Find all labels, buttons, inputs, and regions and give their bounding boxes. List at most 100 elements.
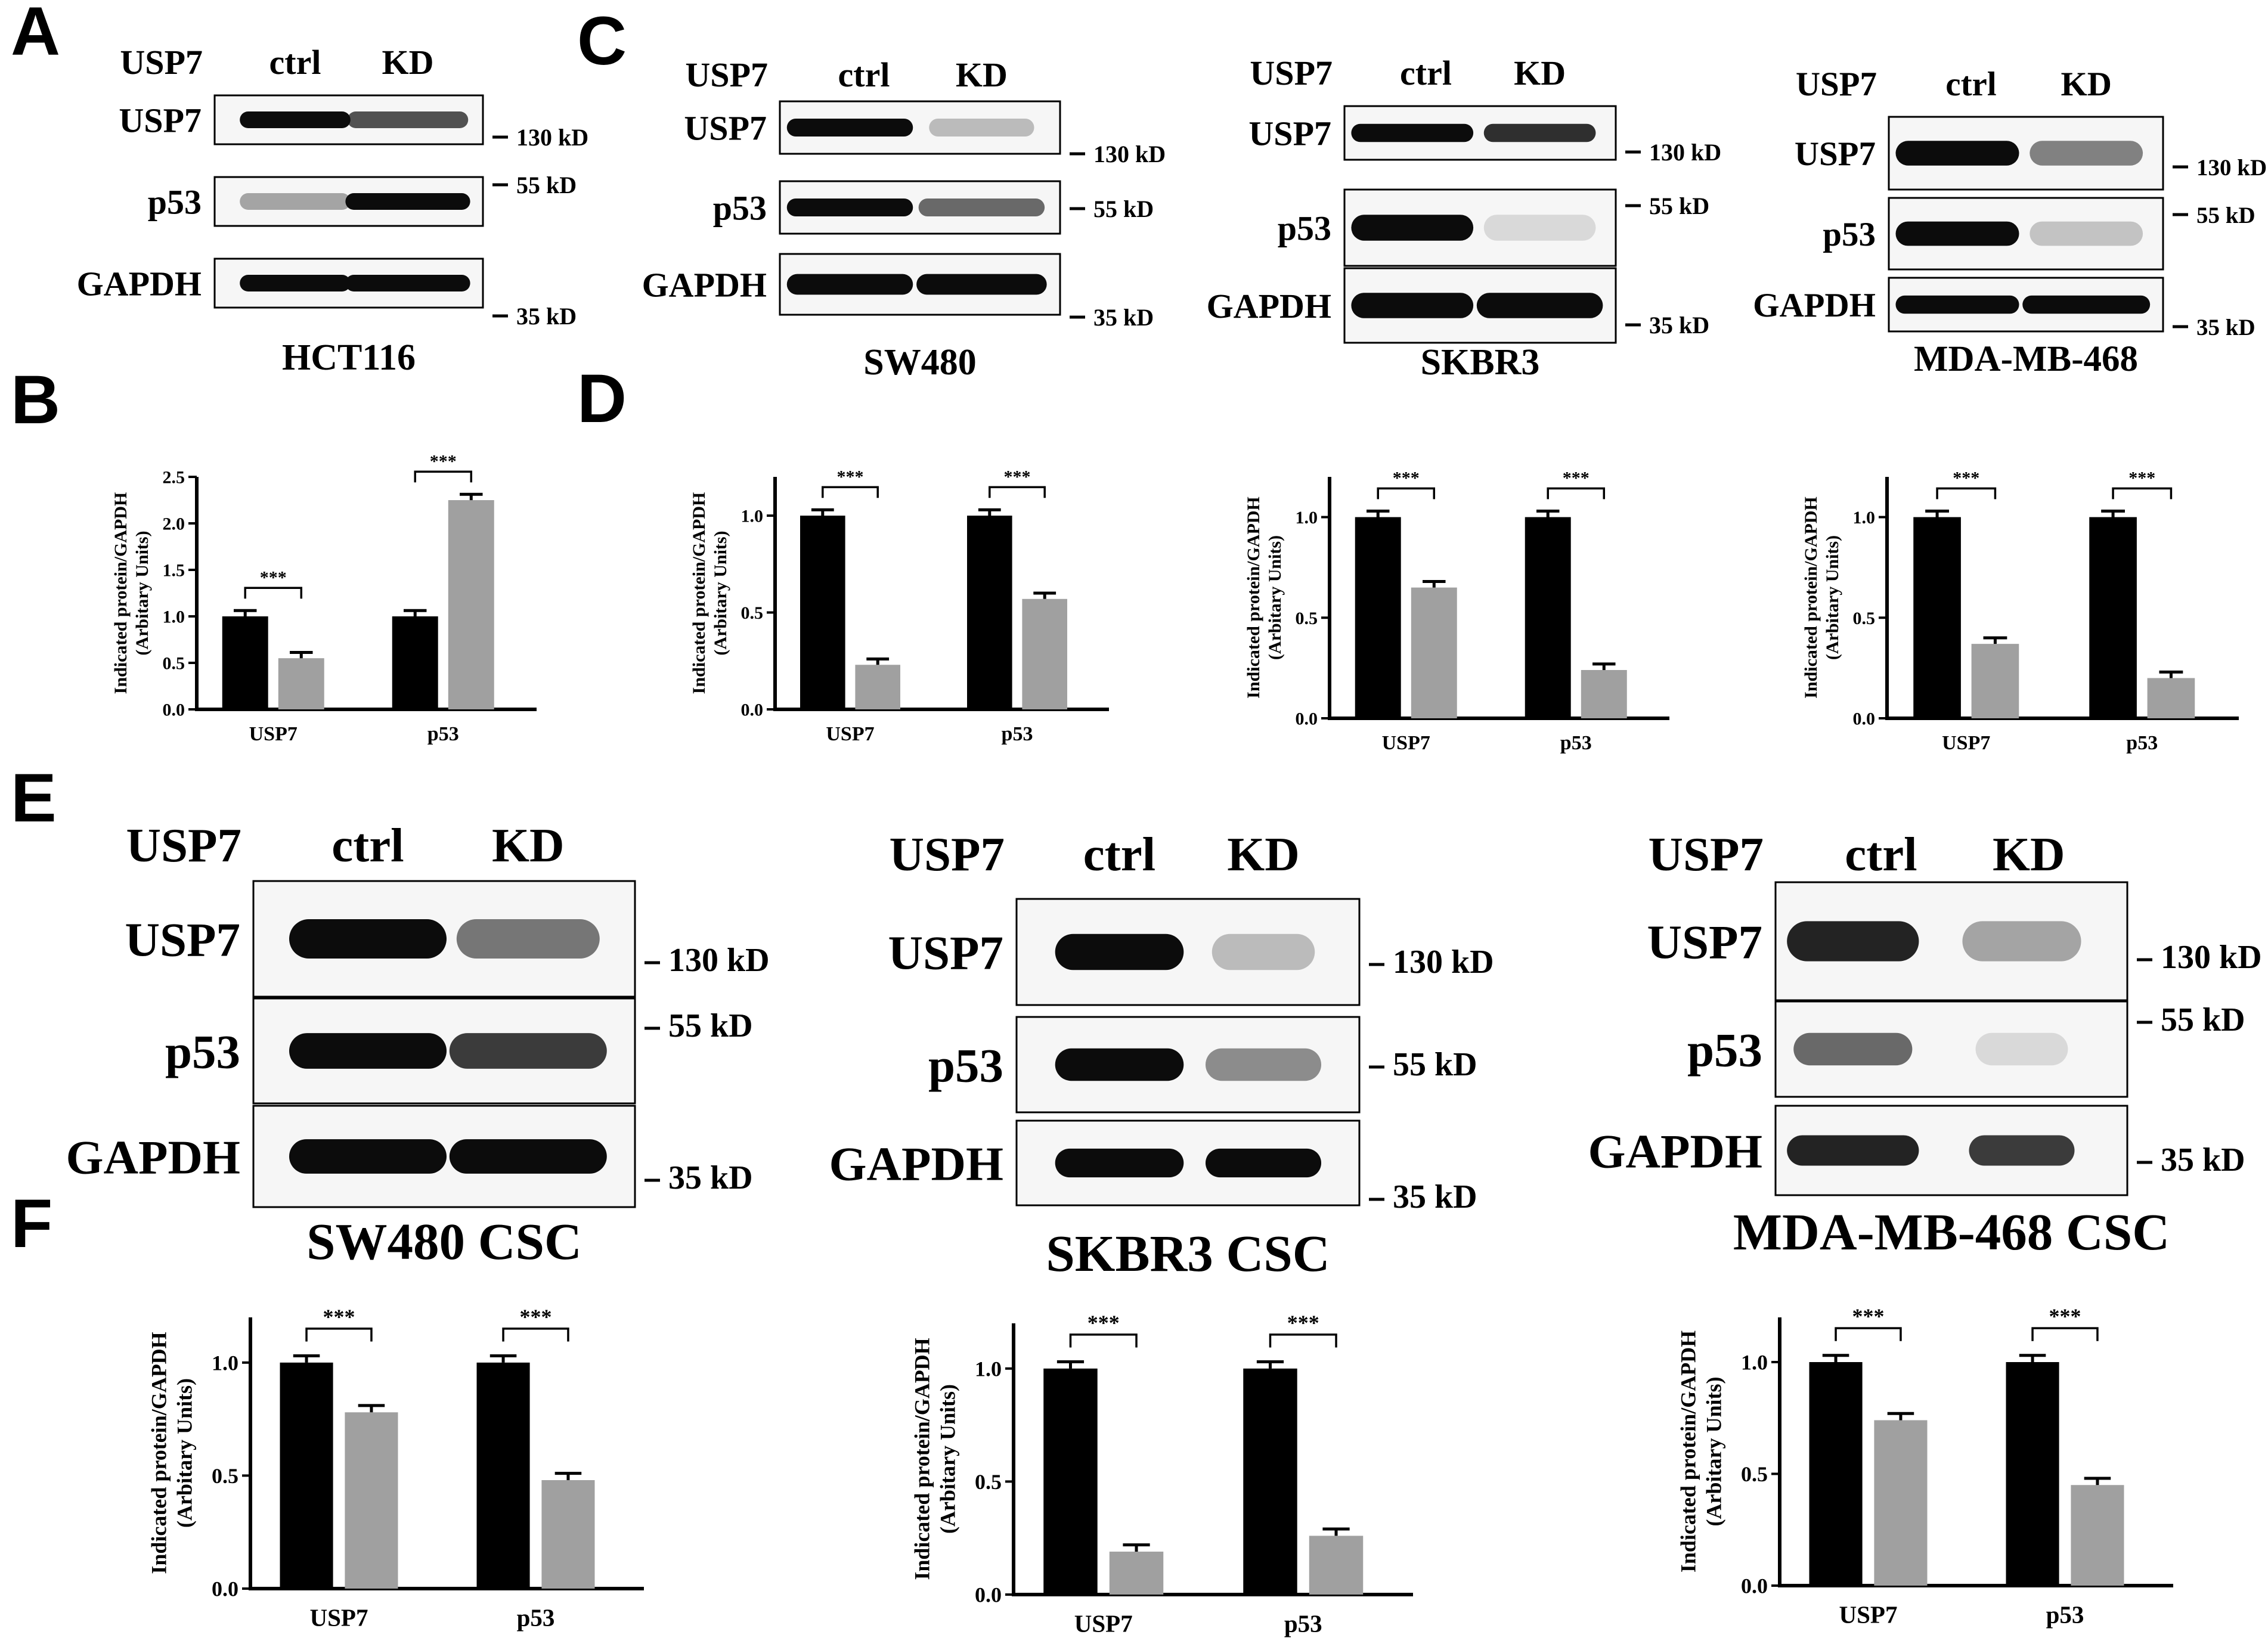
mw-marker-label: 35 kD [1393, 1178, 1477, 1215]
mw-marker-label: 130 kD [516, 124, 588, 151]
significance-label: *** [2049, 1304, 2081, 1328]
mw-marker-label: 55 kD [516, 172, 577, 199]
protein-band [449, 1139, 607, 1174]
western-blot-panels: USP7 ctrl KD USP7 p53 GAPDH 130 kD 55 kD 35 kD HC… [66, 43, 2267, 1282]
bar-ctrl [222, 616, 268, 709]
protein-band [786, 274, 913, 295]
error-bar [866, 657, 890, 665]
blot-row-label: p53 [165, 1025, 240, 1078]
protein-band [289, 1033, 447, 1069]
mw-marker-label: 130 kD [1393, 944, 1494, 981]
mw-marker-label: 55 kD [2196, 203, 2255, 228]
y-axis-label-line: (Arbitary Units) [1702, 1377, 1725, 1527]
protein-band [1055, 933, 1184, 970]
y-axis-label-line: (Arbitary Units) [935, 1384, 959, 1534]
blot-header-label: USP7 [1250, 54, 1333, 92]
bar-ctrl [1809, 1362, 1863, 1586]
error-bar [489, 1354, 517, 1363]
significance-label: *** [1563, 468, 1590, 488]
mw-marker-label: 130 kD [2161, 939, 2262, 976]
protein-band [2030, 221, 2143, 246]
protein-band [1895, 295, 2019, 314]
bar-kd [1971, 644, 2019, 718]
lane-label-kd: KD [492, 818, 565, 872]
blot-row-label: USP7 [1647, 915, 1762, 969]
protein-band [2022, 295, 2151, 314]
y-axis-label-line: Indicated protein/GAPDH [1801, 497, 1821, 699]
protein-band [1793, 1032, 1913, 1066]
y-tick-label: 1.5 [163, 561, 185, 581]
y-tick-label: 0.5 [1296, 609, 1318, 628]
mw-marker-label: 55 kD [1093, 196, 1154, 222]
bar-chart: 0.0 0.5 1.0 Indicated protein/GAPDH(Arbitar… [1676, 1304, 2173, 1628]
mw-marker-label: 35 kD [1649, 312, 1709, 339]
error-bar [1925, 509, 1949, 517]
y-axis-label-line: Indicated protein/GAPDH [689, 492, 709, 694]
error-bar [1887, 1412, 1914, 1421]
y-tick-label: 0.5 [163, 654, 185, 674]
y-tick-label: 0.0 [1853, 709, 1876, 729]
bar-ctrl [280, 1362, 333, 1589]
bar-ctrl [2006, 1362, 2059, 1586]
blot-header-label: USP7 [126, 818, 241, 872]
protein-band [1055, 1148, 1184, 1178]
y-tick-label: 1.0 [212, 1351, 238, 1375]
western-blot: USP7 ctrl KD USP7 p53 GAPDH 130 kD 55 kD 35 kD SK… [1207, 54, 1722, 383]
error-bar [1056, 1360, 1085, 1369]
western-blot: USP7 ctrl KD USP7 p53 GAPDH 130 kD 55 kD 35 kD MD… [1753, 66, 2267, 379]
bar-ctrl [392, 616, 438, 709]
bar-kd [1309, 1536, 1364, 1595]
mw-marker-label: 130 kD [2196, 155, 2267, 181]
y-tick-label: 0.0 [163, 700, 185, 720]
lane-label-kd: KD [1227, 827, 1300, 881]
western-blot: USP7 ctrl KD USP7 p53 GAPDH 130 kD 55 kD 35 kD SK… [829, 827, 1494, 1282]
blot-cell-line-caption: SW480 [863, 342, 976, 383]
panel-letter: D [577, 361, 627, 437]
significance-label: *** [323, 1305, 355, 1329]
y-tick-label: 0.0 [212, 1577, 238, 1601]
lane-label-kd: KD [382, 43, 434, 82]
lane-label-kd: KD [1514, 54, 1566, 92]
bar-chart: 0.0 0.5 1.0 Indicated protein/GAPDH(Arbitar… [689, 467, 1109, 745]
significance-label: *** [1087, 1311, 1120, 1335]
error-bar [554, 1472, 582, 1480]
y-axis-label-line: (Arbitary Units) [132, 531, 152, 655]
error-bar [293, 1354, 320, 1363]
y-axis-label: Indicated protein/GAPDH(Arbitary Units) [1676, 1330, 1725, 1573]
bar-chart: 0.0 0.5 1.0 Indicated protein/GAPDH(Arbitar… [910, 1311, 1413, 1637]
mw-marker-label: 35 kD [668, 1159, 753, 1196]
protein-band [1055, 1048, 1184, 1081]
lane-label-ctrl: ctrl [838, 55, 890, 94]
mw-marker-label: 55 kD [668, 1007, 753, 1044]
protein-band [1975, 1032, 2068, 1066]
lane-label-ctrl: ctrl [1083, 827, 1155, 881]
y-axis-label-line: Indicated protein/GAPDH [1676, 1330, 1700, 1573]
y-tick-label: 0.0 [741, 700, 764, 720]
y-axis-label-line: Indicated protein/GAPDH [111, 492, 131, 694]
bar-ctrl [1355, 517, 1401, 718]
bar-ctrl [1043, 1368, 1098, 1595]
significance-label: *** [1393, 468, 1420, 488]
lane-label-ctrl: ctrl [1945, 66, 1996, 103]
significance-bracket [502, 1328, 569, 1342]
panel-letter: A [11, 0, 60, 70]
y-tick-label: 1.0 [975, 1357, 1002, 1381]
protein-band [786, 119, 913, 137]
x-category-label: USP7 [1942, 732, 1990, 754]
blot-row-label: GAPDH [1753, 287, 1876, 324]
blot-row-label: GAPDH [642, 265, 767, 304]
bar-kd [1874, 1420, 1928, 1586]
protein-band [929, 119, 1034, 137]
protein-band [347, 111, 469, 128]
y-axis-label: Indicated protein/GAPDH(Arbitary Units) [689, 492, 730, 694]
bar-chart-panels: 0.0 0.5 1.0 1.5 2.0 2.5 Indicated protein/GAPD… [111, 451, 2239, 1637]
y-axis-label: Indicated protein/GAPDH(Arbitary Units) [1244, 497, 1285, 699]
panel-letters: A B C D E F [11, 0, 627, 1262]
significance-label: *** [1004, 467, 1031, 486]
bar-ctrl [2089, 517, 2137, 718]
mw-marker-label: 130 kD [1649, 139, 1721, 166]
protein-band [1962, 921, 2081, 962]
significance-bracket [822, 486, 879, 498]
error-bar [358, 1404, 385, 1413]
